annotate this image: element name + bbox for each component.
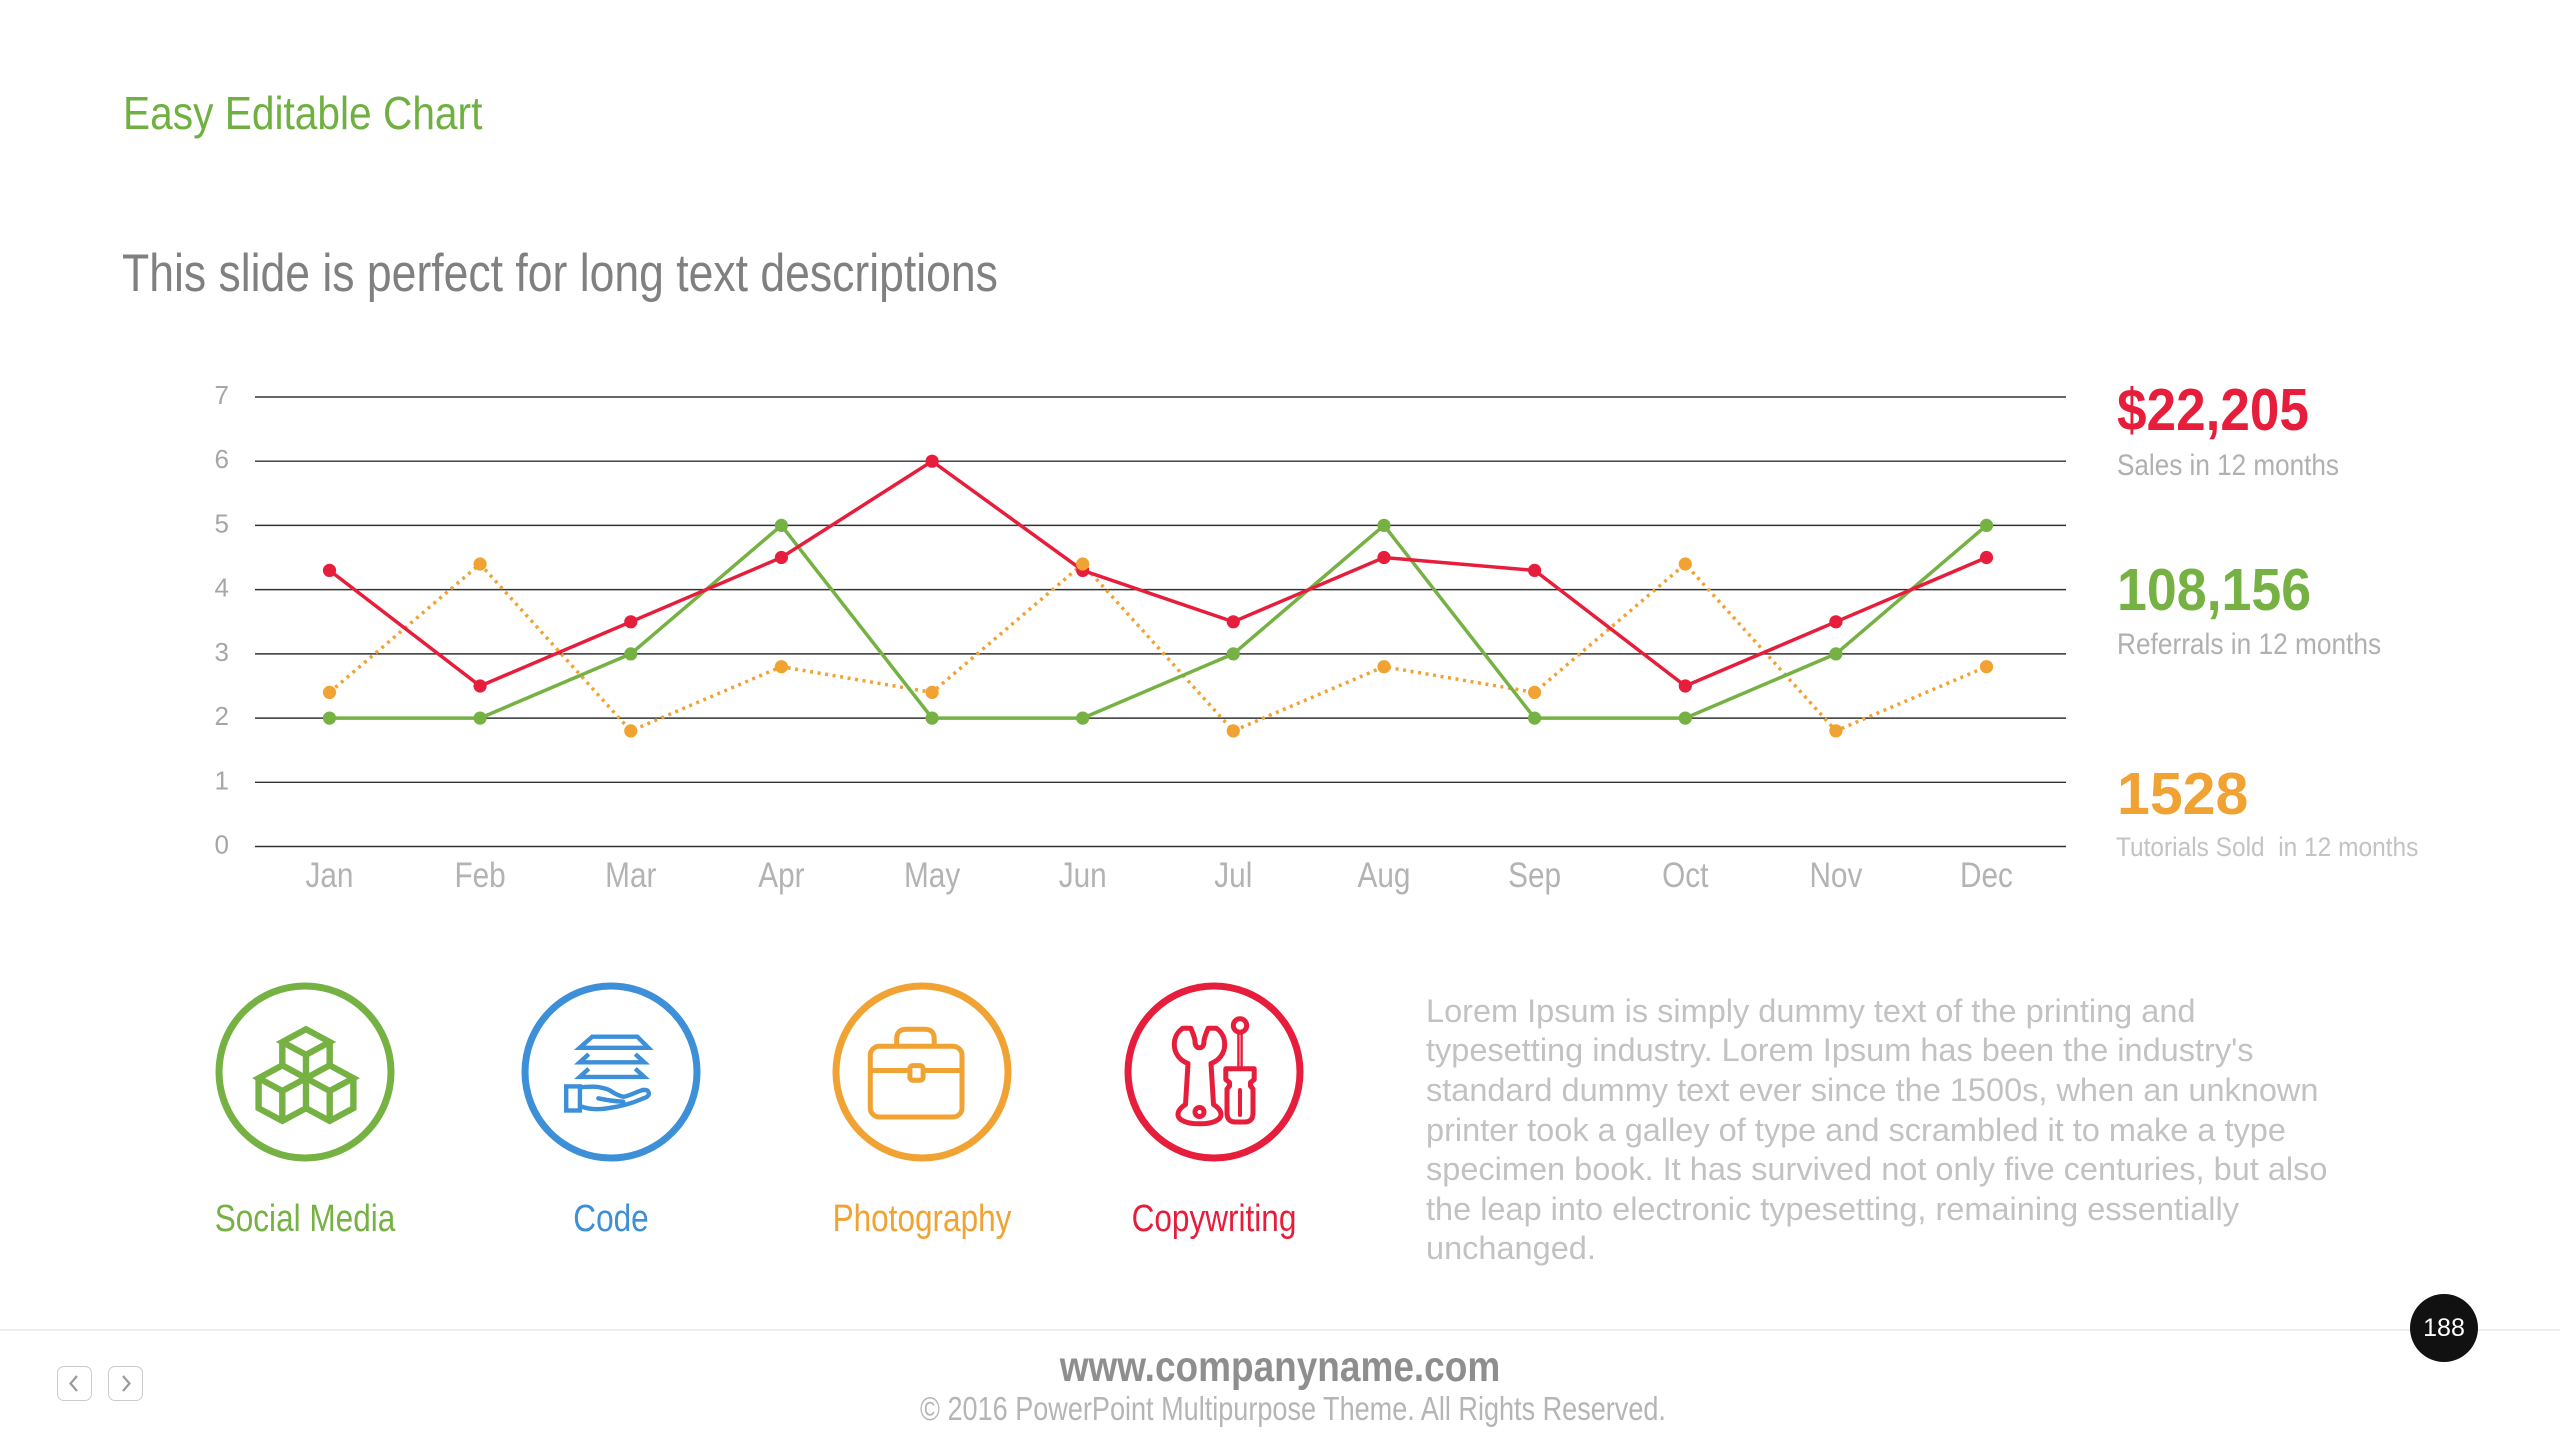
svg-text:6: 6 — [215, 444, 229, 474]
svg-text:Oct: Oct — [1662, 856, 1708, 895]
svg-text:Nov: Nov — [1809, 856, 1863, 895]
svg-text:Dec: Dec — [1960, 856, 2013, 895]
svg-text:1: 1 — [215, 765, 229, 795]
svg-text:Jul: Jul — [1214, 856, 1252, 895]
svg-text:Apr: Apr — [758, 856, 804, 895]
svg-text:Jan: Jan — [306, 856, 354, 895]
svg-text:Mar: Mar — [605, 856, 656, 895]
svg-text:Jun: Jun — [1059, 856, 1107, 895]
svg-text:0: 0 — [215, 830, 229, 860]
svg-text:Aug: Aug — [1358, 856, 1411, 895]
svg-text:2: 2 — [215, 701, 229, 731]
svg-text:4: 4 — [215, 573, 229, 603]
svg-text:Sep: Sep — [1508, 856, 1561, 895]
svg-text:May: May — [904, 856, 961, 895]
svg-text:3: 3 — [215, 637, 229, 667]
svg-text:7: 7 — [215, 380, 229, 410]
svg-text:Feb: Feb — [454, 856, 505, 895]
svg-text:5: 5 — [215, 508, 229, 538]
